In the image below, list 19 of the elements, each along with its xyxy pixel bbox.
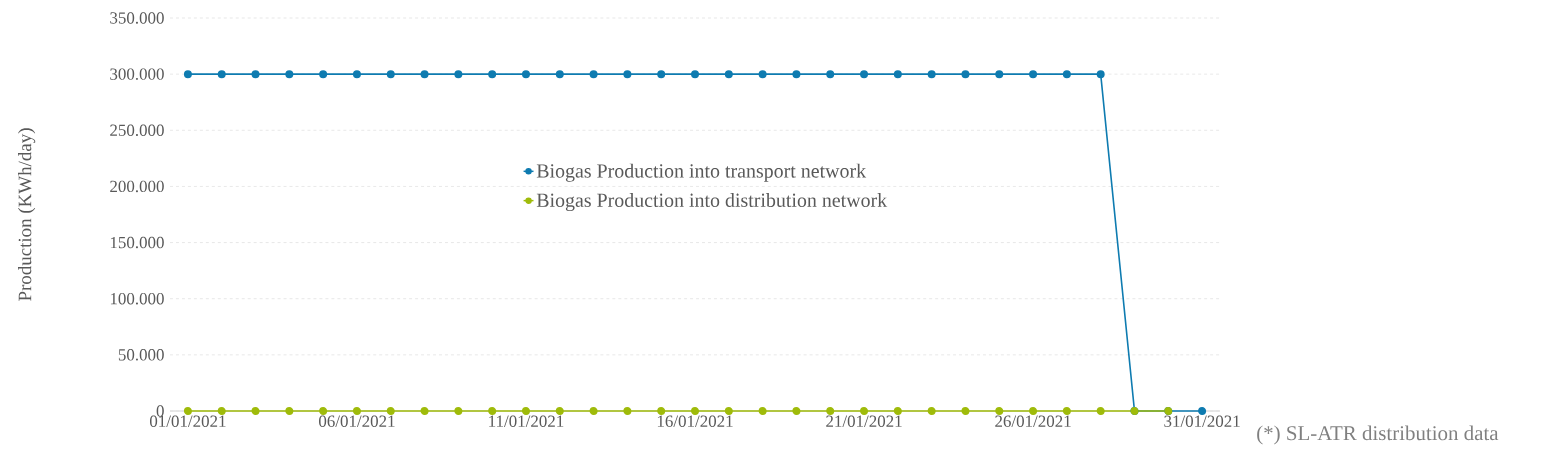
y-tick-label: 200.000 — [110, 180, 164, 193]
x-tick-label: 16/01/2021 — [657, 415, 733, 427]
y-tick-label: 150.000 — [110, 236, 164, 249]
y-tick-label: 100.000 — [110, 292, 164, 305]
text: (*) SL-ATR distribution data — [1257, 425, 1499, 445]
y-tick-label: 50.000 — [118, 349, 164, 361]
x-tick-label: 21/01/2021 — [826, 415, 902, 427]
x-tick-label: 06/01/2021 — [319, 415, 395, 427]
y-tick-label: 350.000 — [110, 12, 164, 24]
x-tick-label: 01/01/2021 — [149, 415, 226, 427]
y-tick-label: 300.000 — [110, 68, 164, 80]
x-tick-label: 26/01/2021 — [995, 415, 1071, 427]
y-tick-label: 0 — [156, 405, 164, 417]
y-axis-title: Production (KWh/day) — [18, 128, 36, 301]
x-tick-label: 11/01/2021 — [489, 415, 564, 427]
legend-label: Biogas Production into distribution network — [536, 192, 888, 212]
y-tick-label: 250.000 — [110, 124, 164, 137]
legend-label: Biogas Production into transport network — [536, 163, 867, 182]
x-tick-label: 31/01/2021 — [1164, 415, 1240, 427]
